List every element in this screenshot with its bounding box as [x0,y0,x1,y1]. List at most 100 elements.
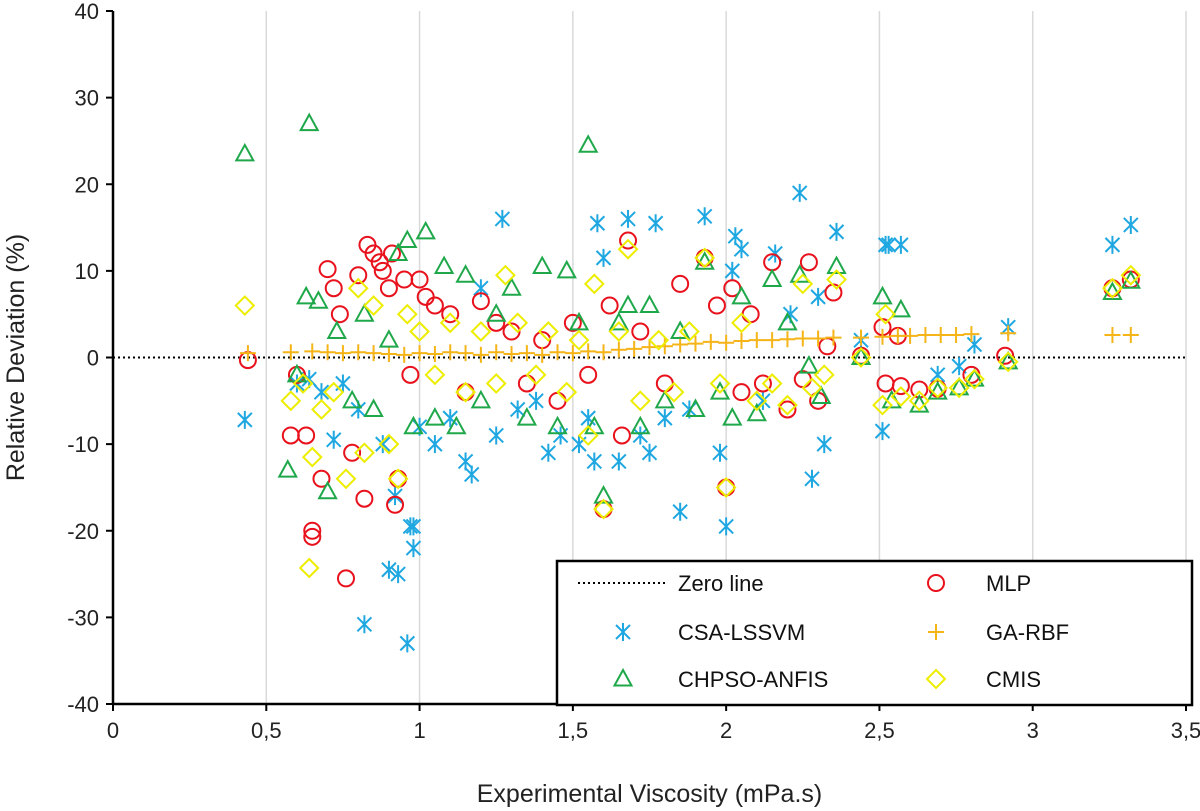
data-point [777,311,798,331]
legend-symbol [927,574,945,592]
data-point [577,425,599,446]
data-point [709,381,731,400]
data-point [595,248,612,267]
x-tick-label: 1 [413,718,425,743]
data-point [237,410,253,429]
data-point [964,368,985,390]
data-point [239,345,256,362]
data-point [556,259,577,279]
series-csa-lssvm [237,183,1139,653]
data-point [363,295,384,316]
data-point [382,244,401,263]
data-point [608,311,630,331]
data-point [731,285,752,305]
data-point [304,343,321,360]
data-point [761,373,783,394]
data-point [663,381,685,403]
data-point [318,260,337,279]
data-point [626,340,643,357]
data-point [874,328,891,345]
data-point [424,407,446,426]
data-point [441,305,460,324]
data-point [709,373,731,394]
data-point [610,341,627,358]
data-point [455,264,476,283]
legend-label: CSA-LSSVM [678,620,805,645]
data-point [1104,326,1121,343]
x-tick-label: 3,5 [1171,718,1200,743]
data-point [580,409,596,428]
data-point [1102,277,1123,299]
data-point [471,292,490,311]
data-point [672,336,689,353]
data-point [280,390,302,412]
data-point [810,330,827,347]
data-point [629,390,651,412]
data-point [733,240,750,259]
data-point [647,214,664,233]
legend-label: CMIS [986,667,1041,692]
data-point [282,344,299,361]
data-point [748,332,765,349]
data-point [875,303,896,325]
data-point [966,335,983,354]
data-point [671,274,690,293]
data-point [731,312,752,334]
data-point [792,183,808,202]
data-point [996,346,1015,365]
y-tick-label: 20 [75,172,99,197]
data-point [323,381,345,403]
data-point [890,298,912,318]
data-point [872,285,893,305]
data-point [509,400,526,419]
data-point [473,279,489,298]
data-point [455,381,476,403]
data-point [380,346,397,363]
data-point [488,426,504,445]
data-point [341,389,363,409]
data-point [877,235,894,254]
data-point [463,465,480,484]
data-point [564,345,581,362]
y-axis-title: Relative Deviation (%) [2,234,30,481]
data-point [317,480,338,500]
data-point [799,253,818,272]
data-point [712,443,728,462]
data-point [586,452,603,471]
data-point [347,277,369,299]
data-point [813,364,835,386]
data-point [379,279,398,298]
data-point [540,443,557,462]
data-point [850,347,872,368]
data-point [387,242,409,262]
data-point [568,329,590,351]
data-point [507,312,529,334]
data-point [761,268,783,288]
data-point [927,381,948,400]
legend-symbol [928,624,944,640]
data-point [620,209,636,228]
data-point [415,220,436,240]
data-point [303,521,322,540]
data-point [343,443,362,462]
data-point [442,344,459,361]
data-point [656,338,673,355]
data-point [579,365,598,384]
data-point [908,390,930,412]
data-point [370,253,389,272]
data-point [733,333,750,350]
legend-item-csa-lssvm: CSA-LSSVM [615,620,805,645]
data-point [948,376,970,396]
data-point [850,346,872,365]
data-point [632,426,649,445]
data-point [427,435,443,454]
data-point [399,634,416,653]
data-point [672,502,688,521]
data-point [319,344,336,361]
data-point [470,321,492,342]
data-point [503,346,520,363]
data-point [234,142,256,162]
data-point [1120,264,1142,286]
data-point [631,322,650,341]
legend-symbol [612,667,634,687]
